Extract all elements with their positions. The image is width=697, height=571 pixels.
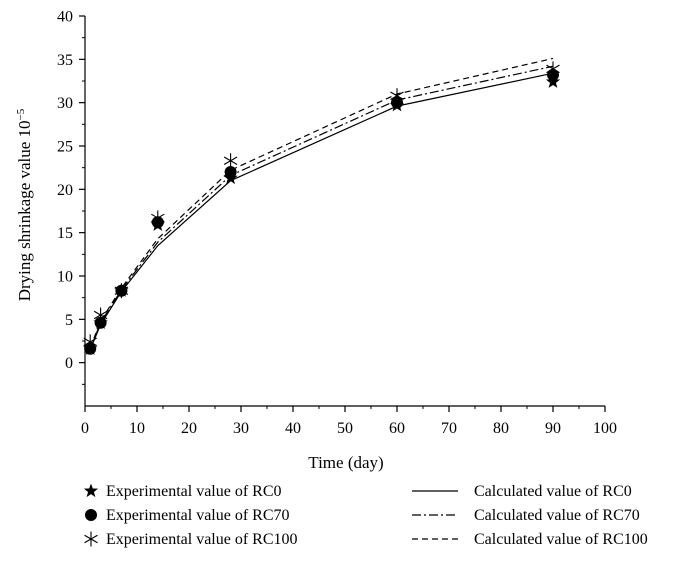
x-tick-label: 80 [493,420,509,437]
y-axis-label: Drying shrinkage value 10−5 [15,108,34,301]
x-tick-label: 30 [233,420,249,437]
x-tick-label: 60 [389,420,405,437]
x-tick-label: 10 [129,420,145,437]
legend-label: Experimental value of RC100 [106,531,298,548]
legend-circle-marker [85,509,97,521]
y-tick-label: 30 [57,95,73,112]
y-tick-label: 25 [57,139,73,156]
x-axis-ticks: 0 10 20 30 40 50 60 70 80 90 100 [81,406,617,437]
asterisk-marker [93,307,108,323]
legend-star-marker [83,483,99,498]
calculated-line [89,72,554,350]
legend-label: Calculated value of RC100 [474,531,648,548]
y-axis-label-text: Drying shrinkage value 10 [15,120,34,301]
calculated-line [89,57,554,349]
y-tick-label: 20 [57,182,73,199]
legend-label: Experimental value of RC70 [106,507,290,524]
x-tick-label: 50 [337,420,353,437]
asterisk-marker [83,334,97,350]
x-tick-label: 0 [81,420,89,437]
asterisk-marker [114,283,129,299]
asterisk-marker [223,153,238,169]
experimental-markers [83,61,561,355]
legend: Experimental value of RC0 Experimental va… [83,483,648,548]
circle-marker [94,316,107,329]
legend-asterisk-marker [84,531,98,547]
legend-label: Experimental value of RC0 [106,483,282,500]
asterisk-marker [151,210,165,226]
asterisk-marker [546,61,560,77]
star-marker [545,74,561,88]
y-tick-label: 15 [57,225,73,242]
y-tick-label: 40 [57,9,73,26]
calculated-lines [89,57,554,350]
legend-label: Calculated value of RC0 [474,483,632,500]
asterisk-marker [390,88,404,104]
y-tick-label: 0 [65,355,73,372]
x-tick-label: 40 [285,420,301,437]
x-axis-label: Time (day) [308,453,383,472]
y-axis-label-exponent: −5 [15,108,27,120]
x-tick-label: 100 [593,420,617,437]
calculated-line [89,65,554,350]
plot-area: 0 10 20 30 40 50 60 70 80 90 100 0 5 10 15 20 25 30 35 40 [57,9,617,438]
y-tick-label: 10 [57,269,73,286]
x-tick-label: 20 [181,420,197,437]
y-axis-ticks: 0 5 10 15 20 25 30 35 40 [57,9,85,385]
y-tick-label: 5 [65,312,73,329]
x-tick-label: 70 [441,420,457,437]
legend-label: Calculated value of RC70 [474,507,640,524]
y-tick-label: 35 [57,52,73,69]
circle-marker [224,166,237,178]
x-tick-label: 90 [545,420,561,437]
